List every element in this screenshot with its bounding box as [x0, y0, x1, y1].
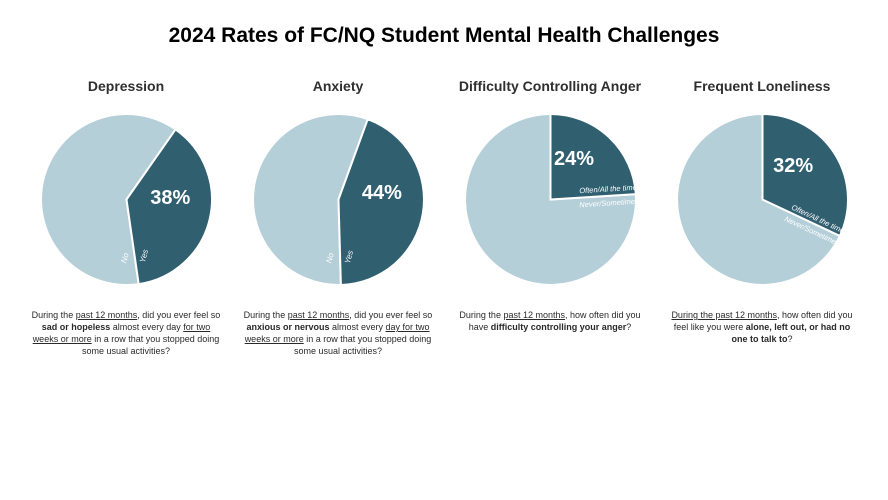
chart-panel: Frequent Loneliness 32%Often/All the time… [660, 78, 865, 345]
pie-chart: 38%YesNo [39, 112, 214, 287]
pie-chart: 24%Often/All the timeNever/Sometimes [463, 112, 638, 287]
chart-title: Difficulty Controlling Anger [459, 78, 641, 94]
chart-caption: During the past 12 months, did you ever … [24, 309, 229, 358]
page-title: 2024 Rates of FC/NQ Student Mental Healt… [20, 24, 868, 48]
chart-title: Anxiety [313, 78, 364, 94]
chart-caption: During the past 12 months, how often did… [448, 309, 653, 333]
pie-chart: 32%Often/All the timeNever/Sometimes [675, 112, 850, 287]
chart-caption: During the past 12 months, how often did… [660, 309, 865, 345]
charts-row: Depression 38%YesNo During the past 12 mon… [20, 78, 868, 358]
chart-title: Depression [88, 78, 164, 94]
chart-panel: Difficulty Controlling Anger 24%Often/All… [448, 78, 653, 333]
chart-panel: Depression 38%YesNo During the past 12 mon… [24, 78, 229, 358]
page: 2024 Rates of FC/NQ Student Mental Healt… [0, 0, 888, 500]
pie-chart: 44%YesNo [251, 112, 426, 287]
chart-title: Frequent Loneliness [694, 78, 831, 94]
pie-slice-dark [550, 114, 635, 199]
chart-caption: During the past 12 months, did you ever … [236, 309, 441, 358]
chart-panel: Anxiety 44%YesNo During the past 12 months… [236, 78, 441, 358]
